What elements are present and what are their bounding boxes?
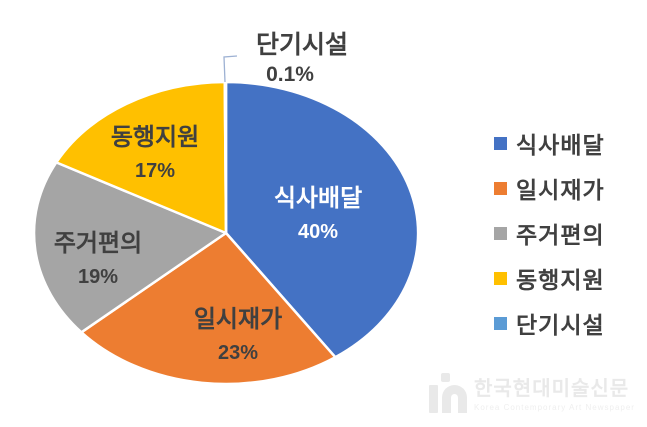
slice-label-value: 19% [78, 266, 118, 288]
legend-label: 일시재가 [516, 177, 605, 203]
pie-slice-4 [55, 80, 228, 235]
legend-item-3: 주거편의 [494, 221, 605, 248]
outside-label-name: 단기시설 [256, 31, 348, 59]
legend-item-4: 동행지원 [494, 266, 605, 293]
slice-label-value: 23% [218, 342, 258, 364]
watermark-logo-icon [429, 372, 467, 414]
legend-label: 동행지원 [516, 267, 605, 293]
slice-label-name: 주거편의 [54, 230, 142, 257]
legend-item-5: 단기시설 [494, 311, 605, 338]
pie-slice-1 [224, 80, 420, 359]
pie-slice-2 [80, 231, 337, 386]
watermark-subtitle: Korea Contemporary Art Newspaper [474, 403, 635, 412]
legend-item-1: 식사배달 [494, 131, 605, 158]
legend-marker-icon [494, 181, 507, 195]
watermark-title: 한국현대미술신문 [474, 378, 630, 400]
slice-label-name: 동행지원 [111, 124, 199, 151]
legend-label: 주거편의 [516, 222, 605, 248]
slice-label-name: 식사배달 [274, 185, 362, 212]
legend-marker-icon [494, 226, 507, 240]
outside-label-value: 0.1% [266, 63, 314, 86]
pie-slice-3 [32, 161, 228, 334]
slice-label-value: 40% [298, 221, 338, 243]
slice-label-value: 17% [135, 160, 175, 182]
leader-line [223, 55, 238, 83]
pie-slice-5 [223, 80, 228, 235]
legend-label: 단기시설 [516, 312, 605, 338]
legend-marker-icon [494, 136, 507, 150]
legend-marker-icon [494, 271, 507, 285]
legend-item-2: 일시재가 [494, 176, 605, 203]
watermark: 한국현대미술신문 Korea Contemporary Art Newspape… [429, 372, 635, 414]
legend-label: 식사배달 [516, 132, 605, 158]
slice-label-name: 일시재가 [194, 306, 282, 333]
legend-marker-icon [494, 316, 507, 330]
